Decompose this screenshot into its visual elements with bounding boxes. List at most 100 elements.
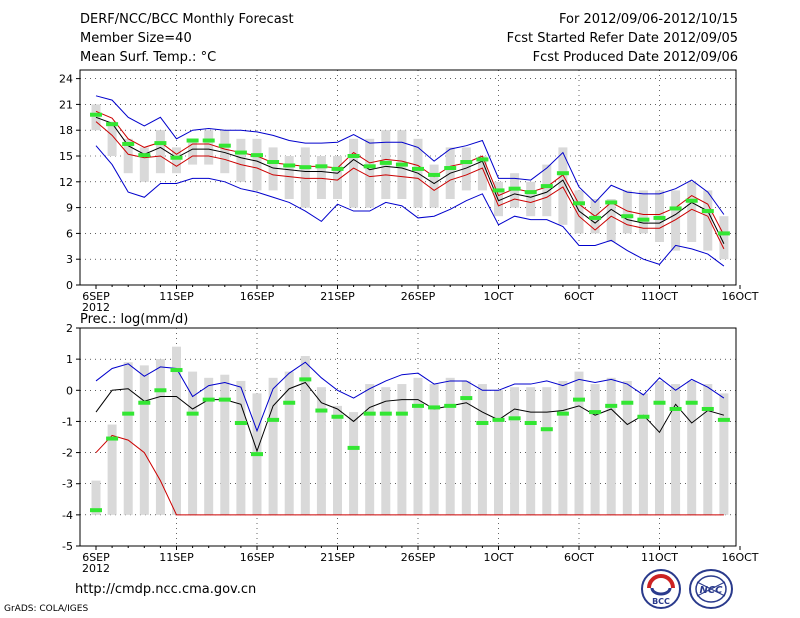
bcc-logo-icon: BCC <box>641 569 681 609</box>
x-tick-label: 11SEP <box>159 551 194 564</box>
range-bar <box>671 190 681 251</box>
median-marker <box>428 405 441 410</box>
median-marker <box>218 397 231 402</box>
median-marker <box>106 436 119 441</box>
range-bar <box>365 138 375 208</box>
range-bar <box>188 371 198 515</box>
median-marker <box>154 141 167 146</box>
range-bar <box>719 393 729 515</box>
range-bar <box>429 384 439 515</box>
x-tick-label: 16SEP <box>240 290 275 303</box>
median-marker <box>186 138 199 143</box>
forecast-period-label: For 2012/09/06-2012/10/15 <box>559 12 738 27</box>
median-marker <box>347 445 360 450</box>
y-tick-label: -5 <box>62 540 73 553</box>
median-marker <box>299 377 312 382</box>
median-marker <box>508 416 521 421</box>
range-bar <box>703 384 713 515</box>
source-url[interactable]: http://cmdp.ncc.cma.gov.cn <box>75 582 257 597</box>
range-bar <box>494 181 503 217</box>
ncc-logo-icon: NCC <box>689 569 733 609</box>
range-bar <box>510 387 520 515</box>
range-bar <box>687 181 697 242</box>
range-bar <box>91 480 101 515</box>
lower-envelope-line <box>95 145 725 267</box>
median-marker <box>299 165 312 170</box>
panel-frame-1 <box>79 327 737 547</box>
range-bar <box>349 412 359 515</box>
median-marker <box>202 397 215 402</box>
range-bar <box>590 384 600 515</box>
range-bar <box>155 130 165 174</box>
median-marker <box>605 200 618 205</box>
range-bar <box>397 384 407 515</box>
range-bar <box>268 147 278 191</box>
median-marker <box>170 368 183 373</box>
median-marker <box>331 166 344 171</box>
median-marker <box>395 411 408 416</box>
median-marker <box>267 160 280 165</box>
range-bar <box>365 384 375 515</box>
range-bar <box>622 380 632 515</box>
median-marker <box>251 153 263 158</box>
median-marker <box>540 184 553 189</box>
x-tick-label: 6SEP <box>82 290 110 303</box>
y-tick-label: 24 <box>59 73 73 86</box>
x-tick-label: 6OCT <box>564 290 594 303</box>
median-marker <box>701 406 714 411</box>
median-marker <box>524 190 537 195</box>
range-bar <box>155 359 165 515</box>
median-marker <box>573 201 585 206</box>
y-tick-label: 21 <box>59 98 73 111</box>
y-tick-label: 2 <box>66 322 73 335</box>
range-bar <box>671 384 681 515</box>
median-marker <box>234 150 247 155</box>
y-tick-label: 3 <box>66 253 73 266</box>
range-bar <box>558 147 568 225</box>
median-marker <box>138 153 151 158</box>
range-bar <box>381 387 391 515</box>
x-tick-label: 16OCT <box>721 290 758 303</box>
range-bar <box>349 138 359 208</box>
x-tick-label: 21SEP <box>320 290 355 303</box>
median-marker <box>444 403 457 408</box>
y-tick-label: 0 <box>66 279 73 292</box>
median-marker <box>621 400 634 405</box>
range-bar <box>526 387 536 515</box>
range-bar <box>574 190 584 234</box>
x-tick-label: 21SEP <box>320 551 355 564</box>
range-bar <box>526 181 536 217</box>
bcc-logo-text: BCC <box>652 597 670 606</box>
median-marker <box>218 143 231 148</box>
range-bar <box>622 190 632 234</box>
range-bar <box>236 138 246 182</box>
median-marker <box>556 411 569 416</box>
ensemble-mean-line <box>95 116 725 244</box>
red-upper-line <box>95 110 725 236</box>
range-bar <box>107 121 117 156</box>
median-marker <box>653 400 666 405</box>
median-marker <box>444 166 457 171</box>
median-marker <box>701 209 714 214</box>
median-marker <box>202 138 215 143</box>
median-marker <box>685 400 698 405</box>
median-marker <box>589 410 602 415</box>
median-marker <box>428 172 441 177</box>
range-bar <box>333 405 342 515</box>
range-bar <box>268 377 278 515</box>
panel-frame-0 <box>79 69 737 286</box>
range-bar <box>703 190 713 251</box>
range-bar <box>606 199 616 242</box>
x-tick-label: 26SEP <box>401 290 436 303</box>
median-marker <box>138 400 151 405</box>
median-marker <box>154 388 167 393</box>
range-bar <box>236 380 246 515</box>
median-marker <box>315 408 328 413</box>
precip-panel-title: Prec.: log(mm/d) <box>80 312 188 327</box>
x-tick-label: 11OCT <box>641 290 678 303</box>
range-bar <box>655 380 664 515</box>
median-marker <box>379 411 392 416</box>
range-bar <box>220 374 230 515</box>
median-marker <box>573 397 585 402</box>
median-marker <box>106 122 119 127</box>
